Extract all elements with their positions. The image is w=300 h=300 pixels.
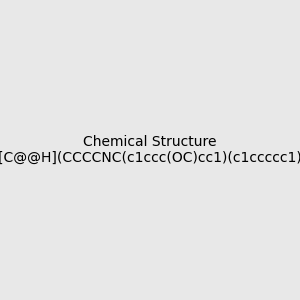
Text: Chemical Structure
OC(=O)[C@@H](CCCCNC(c1ccc(OC)cc1)(c1ccccc1)c1ccccc: Chemical Structure OC(=O)[C@@H](CCCCNC(c…: [0, 135, 300, 165]
